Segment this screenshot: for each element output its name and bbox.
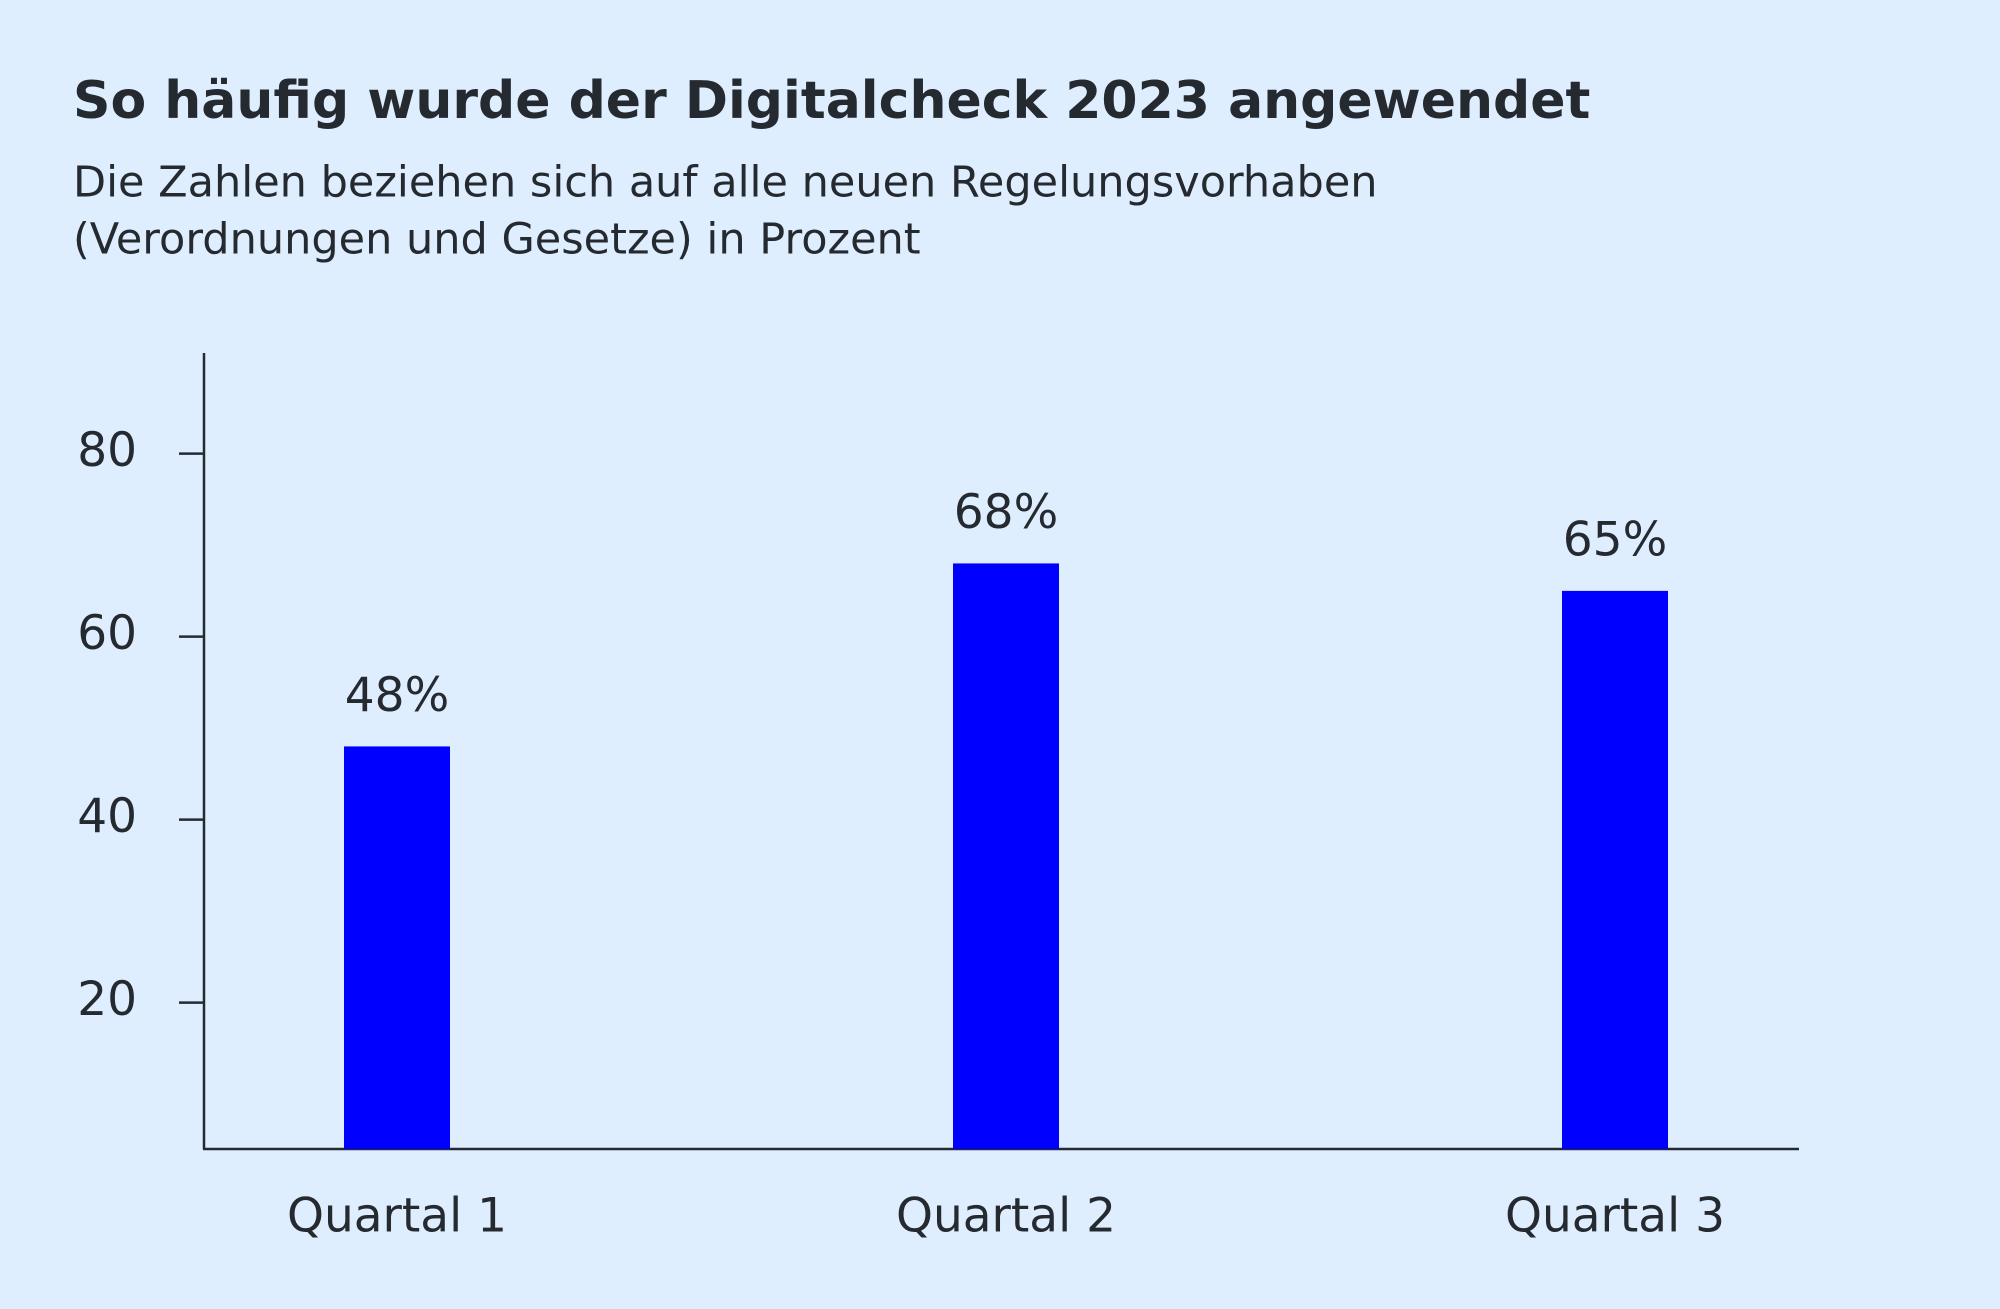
bar (1562, 590, 1668, 1149)
x-tick-label: Quartal 2 (896, 1189, 1116, 1244)
bar (344, 746, 450, 1149)
y-tick-label: 40 (77, 789, 137, 844)
x-tick-label: Quartal 3 (1505, 1189, 1725, 1244)
value-label: 68% (954, 485, 1058, 540)
y-tick-label: 60 (77, 606, 137, 661)
x-tick-label: Quartal 1 (287, 1189, 507, 1244)
chart-subtitle: (Verordnungen und Gesetze) in Prozent (73, 215, 921, 265)
y-tick-label: 80 (77, 423, 137, 478)
value-label: 48% (345, 668, 449, 723)
chart-title: So häufig wurde der Digitalcheck 2023 an… (73, 71, 1590, 131)
bar (953, 563, 1059, 1149)
chart-subtitle: Die Zahlen beziehen sich auf alle neuen … (73, 158, 1378, 208)
value-label: 65% (1563, 512, 1667, 567)
y-tick-label: 20 (77, 972, 137, 1027)
